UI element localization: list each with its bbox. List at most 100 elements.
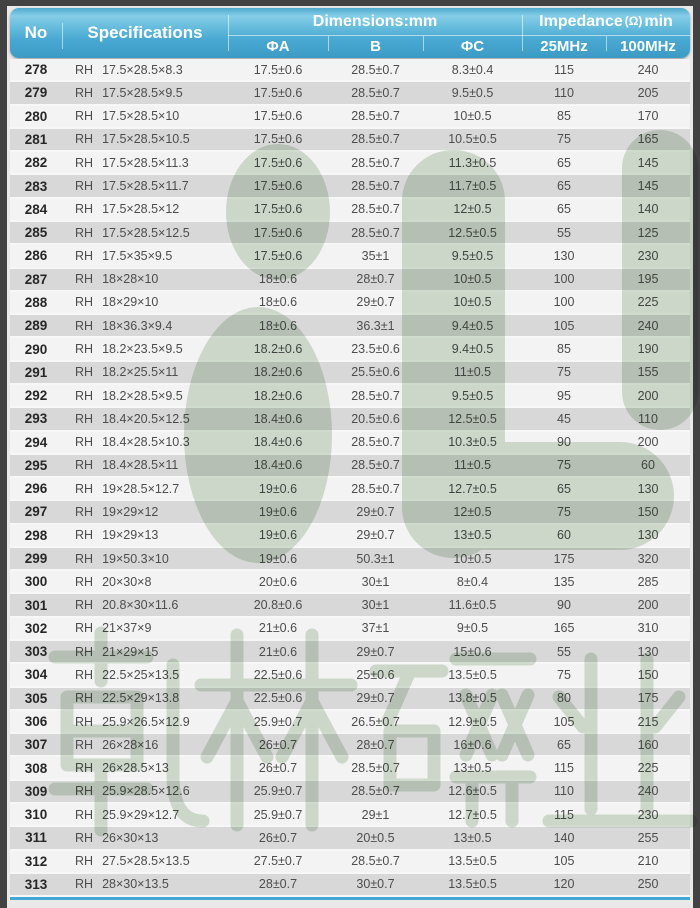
cell-b: 28.5±0.7	[351, 85, 400, 100]
cell-no: 308	[24, 760, 48, 776]
cell-phi-a: 22.5±0.6	[253, 691, 303, 706]
cell-specification: RH 25.9×29×12.7	[62, 804, 228, 825]
cell-impedance-25mhz: 75	[557, 667, 571, 682]
spec-prefix: RH	[75, 458, 94, 473]
cell-b: 28±0.7	[356, 272, 395, 287]
cell-phi-c: 10±0.5	[453, 109, 492, 124]
cell-impedance-100mhz: 150	[637, 667, 659, 682]
cell-b: 29±0.7	[356, 504, 395, 519]
table-row: 278 RH 17.5×28.5×8.3 17.5±0.6 28.5±0.7 8.3±0.…	[10, 59, 690, 83]
cell-impedance-25mhz: 130	[553, 248, 575, 263]
spec-size: 18.4×28.5×10.3	[102, 435, 190, 450]
cell-impedance-25mhz: 140	[553, 830, 575, 845]
col-group-impedance: Impedance (Ω) min 25MHz 100MHz	[522, 8, 690, 58]
cell-specification: RH 20×30×8	[62, 571, 228, 592]
spec-prefix: RH	[75, 807, 94, 822]
table-row: 298 RH 19×29×13 19±0.6 29±0.7 13±0.5 60 130	[10, 524, 690, 548]
cell-impedance-100mhz: 225	[637, 295, 659, 310]
cell-impedance-25mhz: 80	[557, 691, 571, 706]
cell-b: 29±0.7	[356, 295, 395, 310]
cell-phi-c: 13±0.5	[453, 830, 492, 845]
cell-phi-a: 17.5±0.6	[253, 85, 303, 100]
cell-specification: RH 17.5×28.5×10	[62, 106, 228, 127]
cell-specification: RH 17.5×28.5×11.3	[62, 152, 228, 173]
cell-specification: RH 18.2×25.5×11	[62, 362, 228, 383]
cell-phi-a: 27.5±0.7	[253, 854, 303, 869]
spec-size: 19×28.5×12.7	[102, 481, 180, 496]
table-body: 278 RH 17.5×28.5×8.3 17.5±0.6 28.5±0.7 8.3±0.…	[10, 59, 690, 898]
spec-size: 25.9×28.5×12.6	[102, 784, 190, 799]
cell-phi-a: 18±0.6	[258, 318, 298, 333]
cell-no: 312	[24, 853, 48, 869]
table-row: 299 RH 19×50.3×10 19±0.6 50.3±1 10±0.5 175 320	[10, 547, 690, 572]
spec-size: 26×30×13	[102, 830, 159, 845]
cell-no: 293	[24, 411, 48, 427]
impedance-min-label: min	[644, 12, 673, 30]
cell-b: 28.5±0.7	[351, 435, 400, 450]
impedance-subheader: 25MHz 100MHz	[522, 35, 690, 58]
cell-impedance-100mhz: 310	[637, 621, 659, 636]
cell-b: 30±0.7	[356, 877, 395, 892]
cell-b: 25.5±0.6	[351, 365, 400, 380]
cell-phi-c: 10.3±0.5	[448, 435, 497, 450]
cell-specification: RH 25.9×28.5×12.6	[62, 781, 228, 802]
cell-impedance-100mhz: 130	[637, 481, 659, 496]
spec-prefix: RH	[75, 714, 94, 729]
cell-impedance-25mhz: 115	[554, 807, 574, 822]
table-row: 282 RH 17.5×28.5×11.3 17.5±0.6 28.5±0.7 11.3±…	[10, 152, 690, 176]
cell-specification: RH 26×28×16	[62, 734, 228, 755]
header-divider	[606, 36, 607, 51]
cell-phi-a: 18.2±0.6	[253, 365, 303, 380]
cell-phi-a: 17.5±0.6	[253, 132, 303, 147]
cell-phi-c: 9.5±0.5	[451, 85, 494, 100]
cell-b: 28.5±0.7	[351, 761, 400, 776]
cell-specification: RH 28×30×13.5	[62, 874, 228, 895]
spec-size: 17.5×28.5×11.3	[102, 155, 189, 170]
cell-phi-c: 11.3±0.5	[448, 155, 497, 170]
cell-specification: RH 26×30×13	[62, 827, 228, 848]
spec-prefix: RH	[75, 435, 94, 450]
table-row: 295 RH 18.4×28.5×11 18.4±0.6 28.5±0.7 11±0.5 7…	[10, 454, 690, 479]
cell-impedance-25mhz: 75	[557, 365, 571, 380]
spec-prefix: RH	[75, 388, 94, 403]
col-header-25mhz: 25MHz	[540, 38, 588, 55]
cell-phi-c: 13.5±0.5	[448, 877, 497, 892]
cell-b: 36.3±1	[356, 318, 395, 333]
cell-phi-a: 18±0.6	[258, 272, 298, 287]
cell-impedance-100mhz: 240	[637, 318, 659, 333]
cell-impedance-100mhz: 240	[637, 62, 659, 77]
cell-impedance-100mhz: 165	[637, 132, 659, 147]
spec-prefix: RH	[75, 365, 94, 380]
cell-phi-c: 13.8±0.5	[448, 691, 497, 706]
table-row: 301 RH 20.8×30×11.6 20.8±0.6 30±1 11.6±0.5 90 2…	[10, 594, 690, 618]
cell-no: 284	[24, 201, 48, 217]
cell-phi-a: 19±0.6	[258, 504, 298, 519]
cell-impedance-100mhz: 130	[637, 644, 659, 659]
table-row: 297 RH 19×29×12 19±0.6 29±0.7 12±0.5 75 150	[10, 501, 690, 525]
cell-b: 28.5±0.7	[351, 458, 400, 473]
cell-phi-a: 26±0.7	[258, 737, 298, 752]
spec-prefix: RH	[75, 528, 94, 543]
cell-impedance-100mhz: 110	[638, 411, 658, 426]
table-header: No Specifications Dimensions:mm ΦA B ΦC …	[10, 8, 690, 58]
spec-prefix: RH	[75, 481, 94, 496]
cell-no: 305	[24, 690, 48, 706]
cell-impedance-25mhz: 105	[553, 854, 575, 869]
cell-phi-c: 11.7±0.5	[448, 179, 497, 194]
cell-specification: RH 18×36.3×9.4	[62, 315, 228, 336]
cell-impedance-25mhz: 75	[557, 458, 571, 473]
cell-phi-c: 12.7±0.5	[448, 481, 497, 496]
col-header-b: B	[370, 38, 381, 55]
cell-no: 280	[24, 108, 48, 124]
spec-size: 18×29×10	[102, 295, 159, 310]
cell-b: 25±0.6	[356, 667, 395, 682]
cell-specification: RH 19×29×12	[62, 501, 228, 522]
cell-specification: RH 18.4×28.5×10.3	[62, 432, 228, 453]
cell-phi-a: 17.5±0.6	[253, 248, 303, 263]
cell-phi-a: 18.4±0.6	[253, 435, 303, 450]
spec-size: 17.5×28.5×10.5	[102, 132, 190, 147]
spec-size: 20×30×8	[102, 574, 152, 589]
cell-impedance-25mhz: 75	[557, 504, 571, 519]
cell-phi-a: 18.4±0.6	[253, 411, 303, 426]
spec-prefix: RH	[75, 574, 94, 589]
